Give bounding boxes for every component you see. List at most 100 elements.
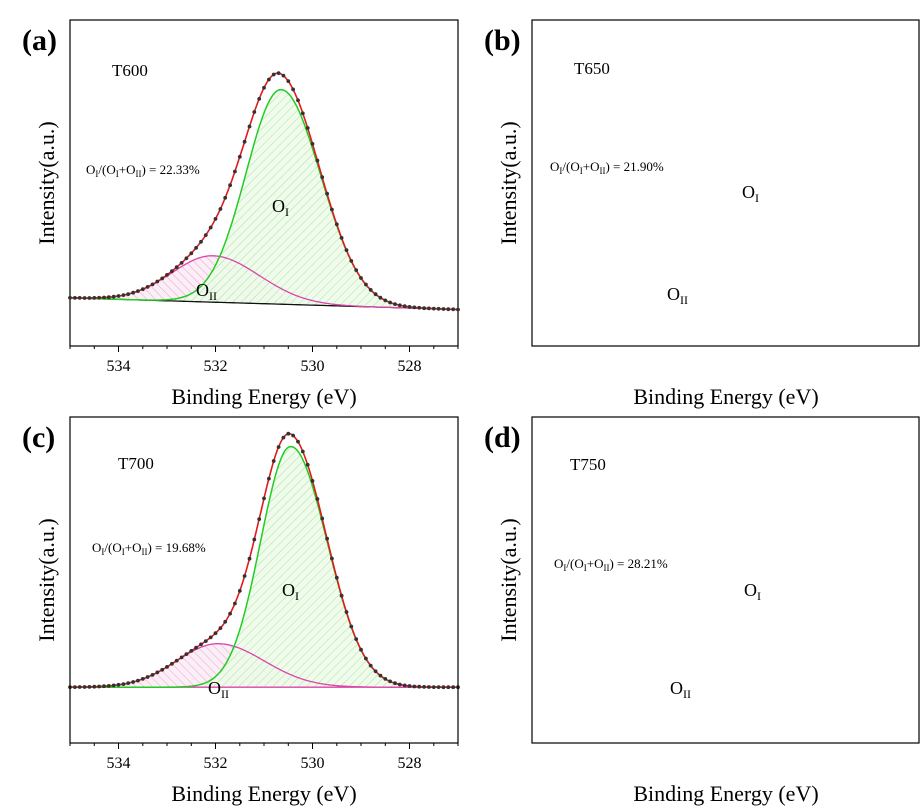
data-point xyxy=(102,684,106,689)
data-point xyxy=(451,685,456,690)
data-point xyxy=(87,296,92,300)
data-point xyxy=(330,207,334,212)
data-point xyxy=(136,678,140,683)
data-point xyxy=(111,683,116,688)
data-point xyxy=(383,298,388,303)
data-point xyxy=(349,259,354,263)
data-point xyxy=(116,294,121,298)
peak-label-oi: OI xyxy=(744,580,761,603)
data-point xyxy=(257,97,262,101)
data-point xyxy=(68,295,72,300)
x-axis-ticks: 534 532 530 528 xyxy=(69,743,459,772)
data-point xyxy=(242,574,247,578)
data-point xyxy=(106,684,111,688)
data-point xyxy=(233,601,237,606)
data-point xyxy=(339,593,344,598)
plot-frame xyxy=(531,416,920,744)
panel-a: (a) T600 OI/(OI+OII) = 22.33% OI OII 534… xyxy=(22,19,460,409)
data-point xyxy=(262,85,266,90)
data-point xyxy=(334,575,339,580)
data-point xyxy=(402,304,407,309)
data-point xyxy=(364,656,368,661)
data-point xyxy=(431,685,436,689)
data-point xyxy=(179,261,184,265)
data-point xyxy=(412,684,417,689)
data-point xyxy=(378,295,383,300)
data-point xyxy=(378,673,383,678)
data-point xyxy=(223,619,228,624)
peak-label-oii: OII xyxy=(670,678,691,701)
data-point xyxy=(233,169,237,174)
data-point xyxy=(242,139,247,144)
panel-b: (b) T650 OI/(OI+OII) = 21.90% OI OII 534… xyxy=(68,19,920,772)
data-point xyxy=(145,285,150,289)
data-point xyxy=(451,307,456,312)
data-point xyxy=(325,536,329,541)
data-point xyxy=(237,154,242,159)
data-point xyxy=(203,233,208,238)
data-point xyxy=(417,684,422,689)
data-point xyxy=(310,479,315,483)
x-axis-ticks: 534 532 530 528 xyxy=(69,346,459,375)
data-point xyxy=(252,537,257,542)
data-point xyxy=(82,296,87,300)
data-point xyxy=(102,295,106,300)
x-tick-label: 528 xyxy=(398,358,422,375)
data-point xyxy=(121,682,126,686)
data-point xyxy=(126,681,131,685)
data-point xyxy=(296,439,300,444)
y-axis-title: Intensity(a.u.) xyxy=(34,518,59,641)
data-point xyxy=(194,246,199,250)
panel-letter: (d) xyxy=(484,421,521,454)
peak-label-oii: OII xyxy=(667,284,688,307)
data-point xyxy=(203,639,208,643)
data-point xyxy=(296,98,300,103)
data-point xyxy=(228,611,233,616)
data-point xyxy=(150,282,155,287)
ratio-annotation: OI/(OI+OII) = 22.33% xyxy=(86,162,200,179)
data-point xyxy=(388,679,392,684)
x-tick-label: 530 xyxy=(301,755,325,772)
sample-name: T650 xyxy=(574,59,610,78)
plot-frame xyxy=(69,416,459,744)
panel-d: (d) T750 OI/(OI+OII) = 28.21% OI OII Bin… xyxy=(484,416,920,806)
data-point xyxy=(402,683,407,688)
data-point xyxy=(267,476,271,481)
data-point xyxy=(330,556,334,561)
data-point xyxy=(310,142,315,146)
y-axis-title: Intensity(a.u.) xyxy=(496,518,521,641)
x-axis-title: Binding Energy (eV) xyxy=(633,781,818,806)
y-axis-title: Intensity(a.u.) xyxy=(496,121,521,244)
data-point xyxy=(126,292,131,296)
data-point xyxy=(383,677,388,681)
data-point xyxy=(97,295,101,300)
data-point xyxy=(223,195,228,200)
data-point xyxy=(213,217,218,221)
data-point xyxy=(368,288,373,292)
x-tick-label: 528 xyxy=(398,755,422,772)
panel-letter: (a) xyxy=(22,24,57,57)
data-point xyxy=(111,294,116,299)
data-point xyxy=(281,73,286,78)
data-point xyxy=(160,667,165,672)
data-point xyxy=(271,72,276,77)
data-point xyxy=(199,642,203,647)
data-point xyxy=(247,556,252,561)
y-axis-title: Intensity(a.u.) xyxy=(34,121,59,244)
data-point xyxy=(150,673,155,677)
data-point xyxy=(184,652,189,656)
peak-label-oi: OI xyxy=(282,580,299,603)
data-point xyxy=(300,449,305,454)
data-point xyxy=(354,268,359,272)
data-point xyxy=(160,276,165,281)
data-point xyxy=(407,684,412,688)
data-point xyxy=(174,265,179,270)
data-point xyxy=(145,675,150,679)
data-point xyxy=(315,158,320,163)
x-tick-label: 534 xyxy=(107,358,131,375)
data-point xyxy=(417,305,422,310)
data-point xyxy=(165,665,169,669)
data-point xyxy=(344,248,349,253)
plot-frame xyxy=(531,19,920,347)
plot-area xyxy=(68,71,460,312)
